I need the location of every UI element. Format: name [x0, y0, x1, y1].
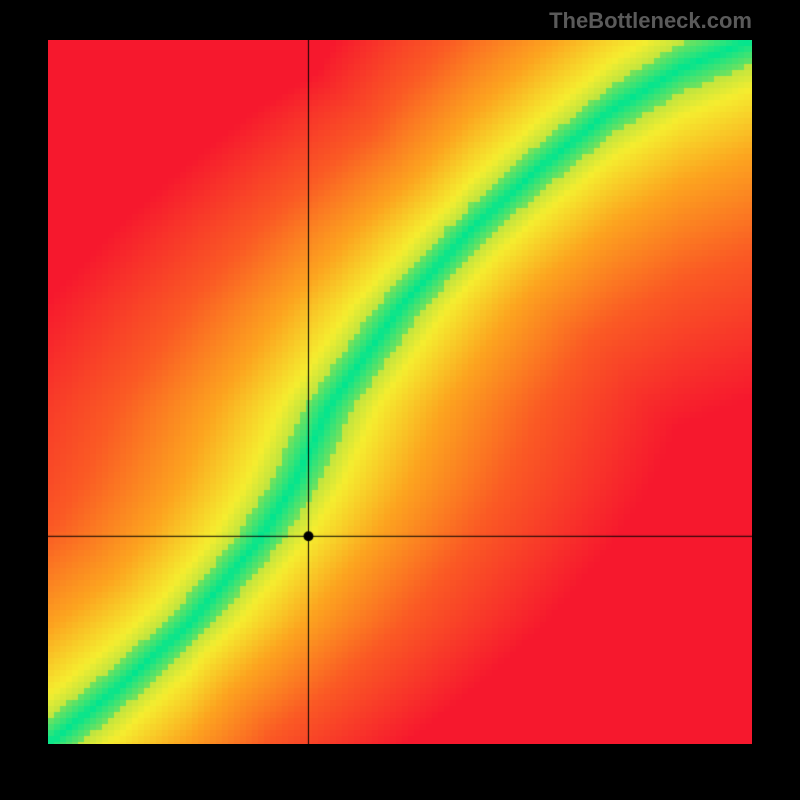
watermark-text: TheBottleneck.com	[549, 8, 752, 34]
bottleneck-heatmap	[48, 40, 752, 744]
heatmap-canvas	[48, 40, 752, 744]
